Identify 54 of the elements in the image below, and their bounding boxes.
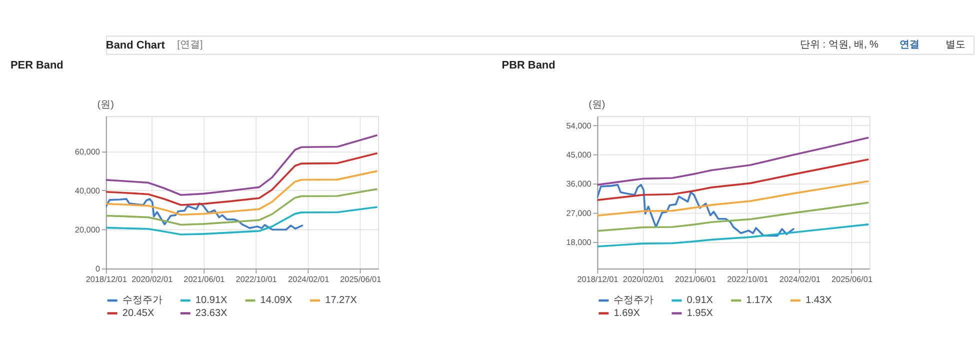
chart-title: PBR Band	[502, 60, 556, 72]
x-tick-label: 2020/02/01	[622, 274, 664, 284]
y-tick-label: 60,000	[74, 147, 100, 156]
legend-label: 1.43X	[805, 295, 832, 306]
y-tick-label: 27,000	[566, 208, 592, 218]
y-tick-label: 36,000	[566, 180, 592, 189]
line-series	[597, 202, 869, 232]
legend-label: 17.27X	[325, 295, 358, 306]
y-tick-label: 20,000	[74, 226, 100, 235]
x-tick-label: 2025/06/01	[340, 274, 382, 284]
x-tick-label: 2021/06/01	[674, 274, 716, 284]
x-tick-label: 2024/02/01	[288, 274, 330, 284]
legend-label: 14.09X	[260, 295, 292, 306]
y-tick-label: 18,000	[566, 238, 592, 248]
x-tick-label: 2022/10/01	[236, 274, 278, 284]
legend-label: 10.91X	[195, 295, 228, 306]
legend-label: 수정주가	[122, 295, 162, 306]
y-axis-title: (원)	[97, 99, 114, 110]
text: 연결	[900, 40, 920, 51]
line-series	[106, 206, 378, 236]
x-tick-label: 2025/06/01	[831, 274, 873, 284]
y-tick-label: 45,000	[566, 150, 592, 160]
legend-label: 20.45X	[122, 308, 154, 320]
legend-label: 1.17X	[746, 295, 773, 306]
x-tick-label: 2020/02/01	[132, 274, 174, 284]
x-tick-label: 2022/10/01	[727, 274, 769, 284]
line-series	[597, 224, 869, 248]
line-series	[597, 158, 869, 201]
x-tick-label: 2021/06/01	[184, 274, 226, 284]
line-series	[106, 152, 378, 206]
y-tick-label: 54,000	[566, 121, 592, 130]
legend-label: 1.69X	[614, 308, 640, 320]
y-tick-label: 0	[95, 264, 100, 274]
line-series	[106, 198, 304, 231]
x-tick-label: 2018/12/01	[86, 274, 128, 284]
legend-label: 0.91X	[686, 295, 714, 306]
line-series	[106, 188, 378, 226]
text: 단위 : 억원, 배, %	[800, 40, 879, 51]
chart-title: PER Band	[10, 60, 64, 72]
line-series	[597, 136, 869, 186]
line-series	[597, 180, 869, 217]
line-series	[106, 134, 378, 196]
legend-label: 1.95X	[686, 308, 714, 320]
x-tick-label: 2024/02/01	[779, 274, 821, 284]
line-series	[106, 170, 378, 216]
x-tick-label: 2018/12/01	[577, 274, 619, 284]
text: 별도	[945, 40, 966, 51]
text: Band Chart	[106, 39, 166, 52]
line-series	[597, 184, 794, 237]
y-axis-title: (원)	[588, 99, 606, 110]
text: [연결]	[177, 40, 203, 51]
legend-label: 23.63X	[195, 308, 228, 320]
legend-label: 수정주가	[614, 295, 654, 306]
y-tick-label: 40,000	[74, 186, 100, 196]
